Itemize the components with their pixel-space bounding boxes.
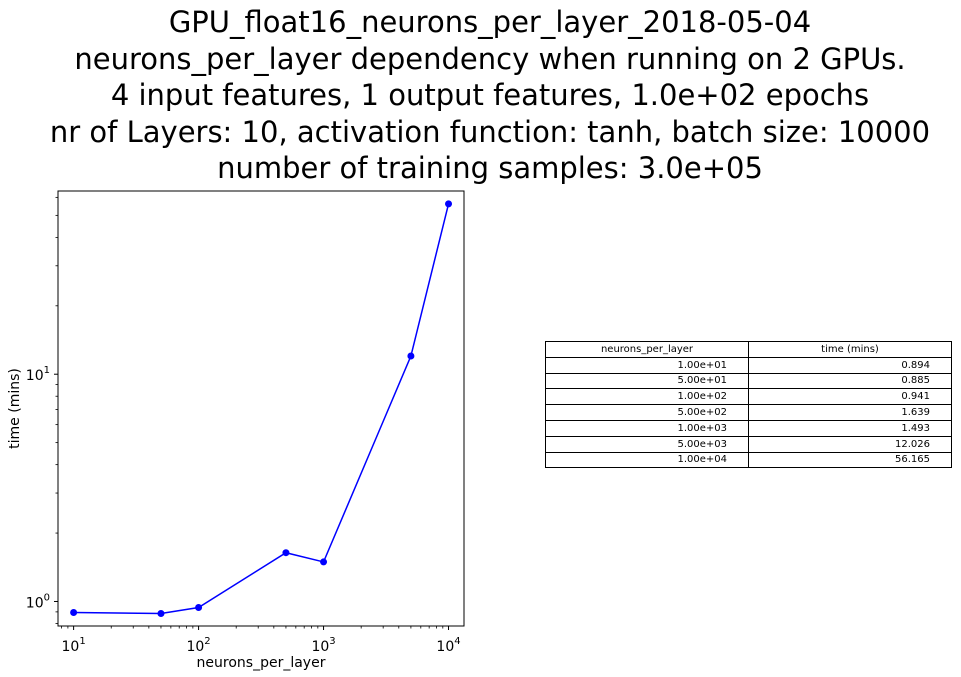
table-row: 1.00e+01 0.894 xyxy=(545,356,952,374)
chart-title: GPU_float16_neurons_per_layer_2018-05-04… xyxy=(0,4,961,187)
table-row: 5.00e+02 1.639 xyxy=(545,404,952,421)
table-row: 1.00e+04 56.165 xyxy=(545,451,952,469)
data-point xyxy=(70,609,78,617)
y-tick-label: 101 xyxy=(26,365,50,384)
data-point xyxy=(320,558,328,566)
table-row: 1.00e+03 1.493 xyxy=(545,419,952,437)
table-cell: 1.493 xyxy=(748,419,952,437)
table-row: 5.00e+01 0.885 xyxy=(545,372,952,390)
table-header-row: neurons_per_layer time (mins) xyxy=(545,341,952,358)
data-point xyxy=(445,200,453,208)
table-cell: 0.885 xyxy=(748,372,952,390)
table-cell: 0.894 xyxy=(748,356,952,374)
data-point xyxy=(407,352,415,360)
title-line: 4 input features, 1 output features, 1.0… xyxy=(110,78,870,113)
table-cell: 1.00e+01 xyxy=(545,356,749,374)
table-cell: 1.639 xyxy=(748,404,952,421)
x-tick-label: 103 xyxy=(311,636,335,655)
table-cell: 56.165 xyxy=(748,451,952,469)
y-axis-label: time (mins) xyxy=(7,368,23,449)
data-point xyxy=(157,610,165,618)
x-tick-label: 104 xyxy=(436,636,460,655)
data-table: neurons_per_layer time (mins) 1.00e+01 0.… xyxy=(545,341,952,469)
table-cell: 5.00e+01 xyxy=(545,372,749,390)
plot-frame xyxy=(57,190,465,627)
table-row: 1.00e+02 0.941 xyxy=(545,388,952,406)
table-cell: 1.00e+04 xyxy=(545,451,749,469)
table-header-cell: neurons_per_layer xyxy=(545,341,749,358)
table-cell: 5.00e+03 xyxy=(545,435,749,453)
table-cell: 5.00e+02 xyxy=(545,404,749,421)
table-header-cell: time (mins) xyxy=(748,341,952,358)
x-tick-label: 102 xyxy=(186,636,210,655)
x-axis-label: neurons_per_layer xyxy=(197,655,326,671)
x-tick-label: 101 xyxy=(62,636,86,655)
data-point xyxy=(195,603,203,611)
y-tick-label: 100 xyxy=(26,592,50,611)
title-line: neurons_per_layer dependency when runnin… xyxy=(74,41,906,76)
series-line xyxy=(73,203,450,615)
table-cell: 12.026 xyxy=(748,435,952,453)
data-point xyxy=(282,549,290,557)
table-cell: 0.941 xyxy=(748,388,952,406)
table-cell: 1.00e+03 xyxy=(545,419,749,437)
title-line: GPU_float16_neurons_per_layer_2018-05-04 xyxy=(168,5,812,39)
table-cell: 1.00e+02 xyxy=(545,388,749,406)
title-line: number of training samples: 3.0e+05 xyxy=(217,151,763,186)
table-row: 5.00e+03 12.026 xyxy=(545,435,952,453)
title-line: nr of Layers: 10, activation function: t… xyxy=(49,114,931,149)
